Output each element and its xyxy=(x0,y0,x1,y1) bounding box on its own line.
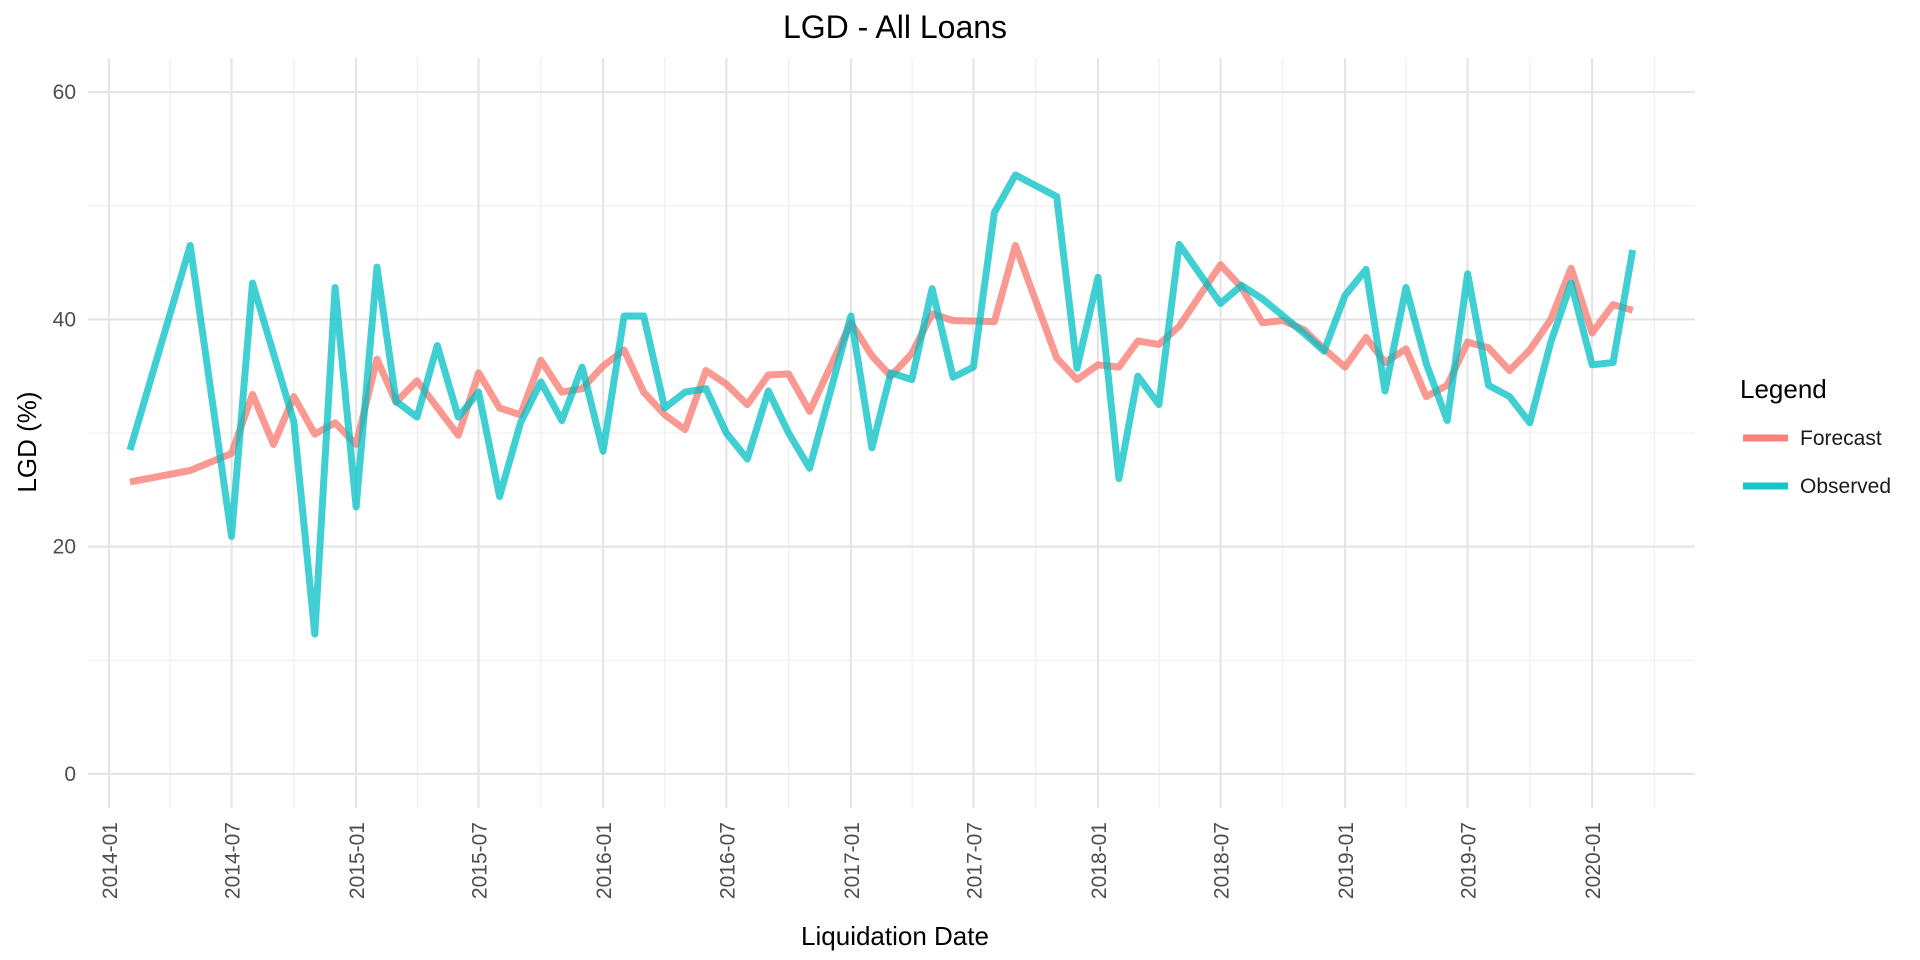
x-tick-label: 2019-07 xyxy=(1458,822,1481,899)
series-line-forecast xyxy=(129,242,1634,486)
x-tick-label: 2014-01 xyxy=(99,822,122,899)
x-tick-label: 2019-01 xyxy=(1335,822,1358,899)
legend-label-forecast: Forecast xyxy=(1800,427,1882,450)
y-tick-label: 20 xyxy=(53,536,76,559)
x-tick-label: 2018-01 xyxy=(1088,822,1111,899)
x-tick-label: 2016-01 xyxy=(593,822,616,899)
y-tick-label: 0 xyxy=(64,763,76,786)
series-line-observed xyxy=(126,171,1637,638)
x-axis-title: Liquidation Date xyxy=(801,921,989,951)
y-tick-label: 40 xyxy=(53,308,76,331)
x-tick-label: 2017-07 xyxy=(963,822,986,899)
x-tick-label: 2018-07 xyxy=(1210,822,1233,899)
x-tick-label: 2015-07 xyxy=(469,822,492,899)
chart-title: LGD - All Loans xyxy=(783,9,1007,45)
x-tick-label: 2015-01 xyxy=(346,822,369,899)
legend: Legend Forecast Observed xyxy=(1740,374,1891,498)
x-tick-label: 2017-01 xyxy=(841,822,864,899)
legend-title: Legend xyxy=(1740,374,1827,404)
x-tick-label: 2014-07 xyxy=(222,822,245,899)
legend-label-observed: Observed xyxy=(1800,475,1891,498)
x-tick-label: 2020-01 xyxy=(1582,822,1605,899)
y-tick-labels: 0 20 40 60 xyxy=(53,81,76,786)
y-axis-title: LGD (%) xyxy=(12,391,42,492)
x-tick-label: 2016-07 xyxy=(716,822,739,899)
y-tick-label: 60 xyxy=(53,81,76,104)
series-layer xyxy=(126,171,1637,638)
x-tick-labels: 2014-01 2014-07 2015-01 2015-07 2016-01 2016-… xyxy=(99,822,1605,899)
